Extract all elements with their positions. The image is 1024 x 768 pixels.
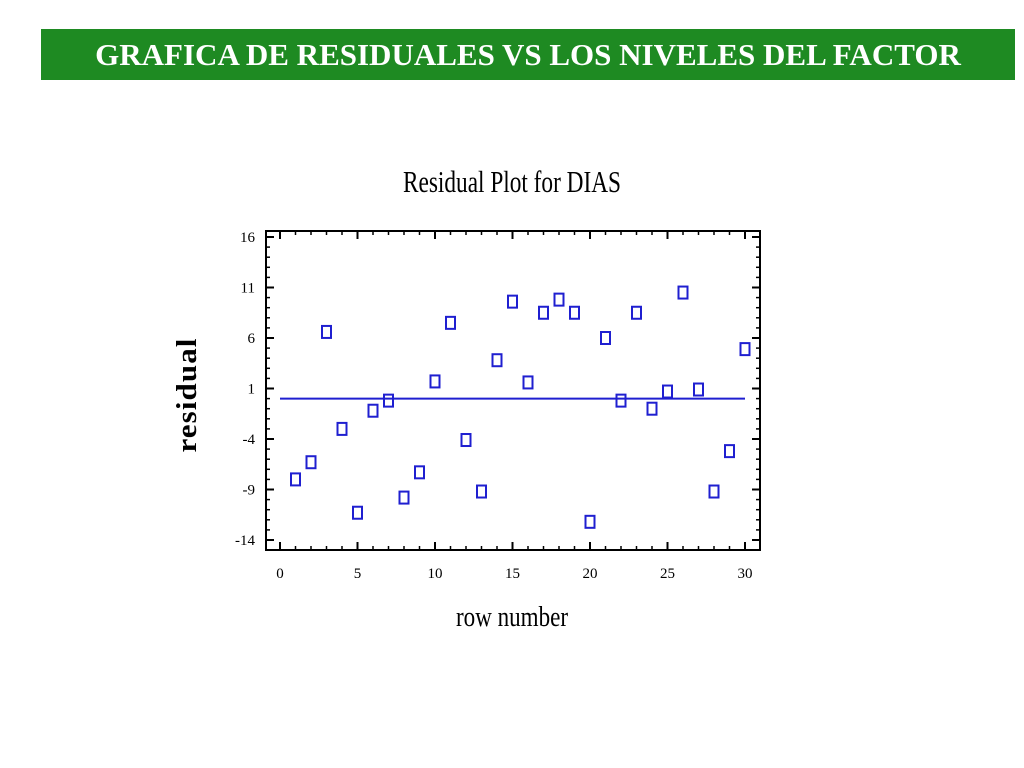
residual-point: [584, 514, 596, 529]
residual-point: [693, 382, 704, 397]
y-axis-label: residual: [172, 338, 203, 453]
y-tick-label: -14: [235, 533, 255, 549]
residual-point: [507, 294, 518, 309]
title-banner: GRAFICA DE RESIDUALES VS LOS NIVELES DEL…: [41, 29, 1015, 80]
residual-point: [336, 421, 348, 436]
x-tick-label: 15: [505, 566, 520, 582]
x-tick-label: 25: [660, 566, 675, 582]
residual-point: [367, 403, 379, 418]
residual-point: [305, 455, 317, 470]
residual-point: [739, 342, 751, 357]
y-axis-ticks: 16 11 6 1 -4 -9 -14: [235, 230, 760, 549]
residual-point: [615, 393, 627, 408]
residual-point: [491, 353, 503, 368]
residual-point: [290, 472, 301, 487]
residual-point: [569, 305, 580, 320]
banner-title: GRAFICA DE RESIDUALES VS LOS NIVELES DEL…: [95, 36, 961, 72]
residual-point: [724, 444, 735, 459]
residual-point: [646, 401, 658, 416]
x-tick-label: 30: [738, 566, 753, 582]
residual-points: [290, 285, 751, 529]
residual-point: [708, 484, 720, 499]
residual-point: [553, 292, 565, 307]
residual-point: [352, 505, 363, 520]
y-tick-label: -4: [243, 432, 256, 448]
x-tick-label: 0: [276, 566, 284, 582]
y-tick-label: 1: [248, 382, 256, 398]
x-tick-label: 20: [583, 566, 598, 582]
y-tick-label: 11: [241, 281, 255, 297]
residual-point: [476, 484, 487, 499]
residual-point: [445, 315, 456, 330]
x-tick-label: 5: [354, 566, 362, 582]
residual-point: [522, 375, 534, 390]
y-tick-label: 16: [240, 230, 256, 246]
residual-point: [538, 305, 549, 320]
residual-point: [414, 465, 425, 480]
residual-point: [321, 324, 332, 339]
residual-point: [383, 393, 394, 408]
residual-point: [662, 384, 673, 399]
residual-point: [460, 433, 472, 448]
y-tick-label: -9: [243, 483, 256, 499]
residual-point: [631, 305, 642, 320]
residual-point: [677, 285, 689, 300]
chart-title: Residual Plot for DIAS: [403, 164, 621, 199]
x-axis-ticks: 0 5 10 15 20 25 30: [276, 231, 753, 582]
residual-point: [398, 490, 410, 505]
residual-point: [429, 374, 441, 389]
y-tick-label: 6: [248, 331, 256, 347]
x-tick-label: 10: [428, 566, 443, 582]
residual-point: [600, 331, 611, 345]
plot-frame: [265, 230, 761, 551]
x-axis-label: row number: [456, 602, 569, 633]
